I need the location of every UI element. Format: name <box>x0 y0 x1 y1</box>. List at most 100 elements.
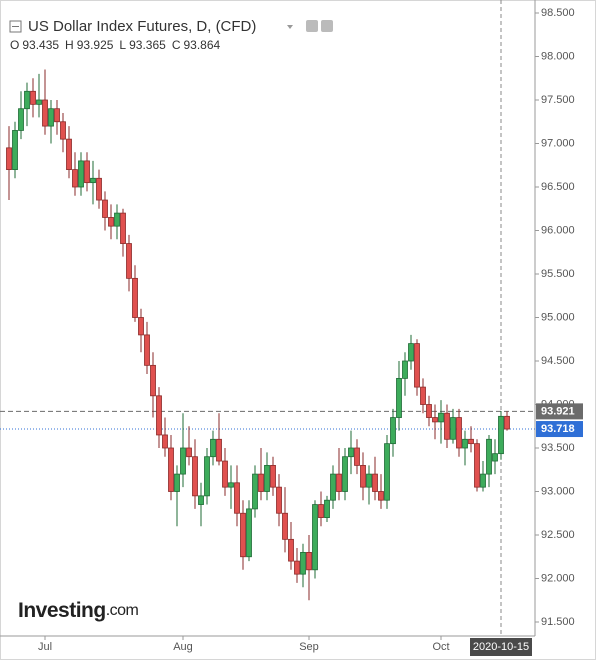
candle-body <box>498 415 504 455</box>
candle-body <box>174 473 180 492</box>
candle-body <box>78 160 84 188</box>
candle-body <box>336 473 342 492</box>
candle-body <box>360 464 366 488</box>
y-tick-label: 93.500 <box>541 442 575 454</box>
y-tick-label: 91.500 <box>541 616 575 628</box>
candle-body <box>378 491 384 501</box>
candle-body <box>138 317 144 336</box>
candle-body <box>486 438 492 475</box>
candle-body <box>156 395 162 436</box>
y-tick-label: 94.500 <box>541 355 575 367</box>
candle-body <box>252 473 258 510</box>
candle-body <box>108 217 114 227</box>
candle-body <box>12 130 18 170</box>
candle-body <box>180 447 186 475</box>
candle-body <box>240 512 246 558</box>
settings-icon[interactable] <box>306 20 318 32</box>
price-label: 93.718 <box>541 423 575 435</box>
candle-body <box>444 412 450 440</box>
candle-body <box>492 453 498 462</box>
candle-body <box>474 443 480 488</box>
crosshair-label: 2020-10-15 <box>473 641 529 653</box>
ohlc-key: H <box>65 38 74 52</box>
candle-body <box>396 377 402 418</box>
y-tick-label: 98.000 <box>541 50 575 62</box>
candle-body <box>222 460 228 488</box>
candle-body <box>42 99 48 127</box>
y-tick-label: 98.500 <box>541 7 575 19</box>
candle-body <box>468 438 474 445</box>
candle-body <box>132 277 138 318</box>
y-tick-label: 96.500 <box>541 181 575 193</box>
price-label-bg <box>536 403 583 420</box>
candle-body <box>84 160 90 184</box>
candle-body <box>330 473 336 501</box>
candle-body <box>276 486 282 514</box>
candle-body <box>168 447 174 492</box>
candle-body <box>306 552 312 571</box>
candle-body <box>36 99 42 105</box>
candle-body <box>246 508 252 558</box>
dropdown-arrow[interactable] <box>287 25 293 29</box>
candle-body <box>300 552 306 575</box>
candle-body <box>480 473 486 488</box>
candle-body <box>426 404 432 418</box>
ohlc-value: 93.864 <box>183 38 220 52</box>
collapse-icon[interactable] <box>9 20 22 33</box>
ohlc-value: 93.925 <box>77 38 114 52</box>
candle-body <box>354 447 360 466</box>
price-label: 93.921 <box>541 405 575 417</box>
candle-body <box>60 121 66 140</box>
x-tick-label: Sep <box>299 641 319 653</box>
candle-body <box>228 482 234 488</box>
candle-body <box>120 212 126 244</box>
ohlc-key: C <box>172 38 181 52</box>
ohlc-readout: O 93.435 H 93.925 L 93.365 C 93.864 <box>10 38 221 52</box>
candle-body <box>96 177 102 201</box>
y-tick-label: 92.000 <box>541 572 575 584</box>
candle-body <box>258 473 264 492</box>
logo-suffix: .com <box>106 602 139 619</box>
candle-body <box>264 464 270 492</box>
candle-body <box>312 504 318 571</box>
candle-body <box>102 199 108 218</box>
candle-body <box>318 504 324 518</box>
ohlc-value: 93.435 <box>22 38 59 52</box>
candle-body <box>18 108 24 131</box>
candle-body <box>6 147 12 171</box>
y-tick-label: 95.500 <box>541 268 575 280</box>
gear-icon[interactable] <box>321 20 333 32</box>
candle-body <box>408 343 414 362</box>
price-label-bg <box>536 421 583 438</box>
x-tick-label: Jul <box>38 641 52 653</box>
candle-body <box>198 495 204 505</box>
candle-body <box>390 417 396 445</box>
candle-body <box>504 415 510 430</box>
candle-body <box>204 456 210 497</box>
candle-body <box>192 456 198 497</box>
candle-body <box>66 138 72 170</box>
candle-body <box>462 438 468 449</box>
candle-body <box>348 447 354 458</box>
logo-text: Investing <box>18 599 106 622</box>
logo: Investing.com <box>18 599 139 622</box>
candle-body <box>30 90 36 105</box>
candle-body <box>282 512 288 540</box>
candle-body <box>270 464 276 488</box>
candle-body <box>288 538 294 562</box>
x-tick-label: Aug <box>173 641 193 653</box>
candle-body <box>456 417 462 449</box>
candle-body <box>432 417 438 423</box>
candle-body <box>126 243 132 279</box>
candle-body <box>144 334 150 366</box>
candle-body <box>372 473 378 492</box>
candle-body <box>210 438 216 458</box>
candle-body <box>54 108 60 123</box>
candle-body <box>366 473 372 488</box>
y-tick-label: 93.000 <box>541 485 575 497</box>
candle-body <box>24 90 30 110</box>
candle-body <box>162 434 168 449</box>
candle-body <box>294 560 300 575</box>
